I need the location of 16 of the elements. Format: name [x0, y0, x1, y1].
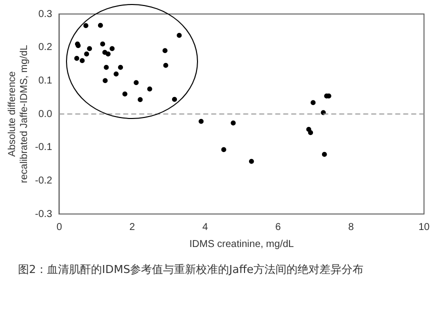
x-axis-title: IDMS creatinine, mg/dL [189, 238, 294, 250]
y-tick-label: 0.1 [38, 75, 53, 86]
x-tick-label: 8 [348, 222, 354, 233]
x-tick-label: 6 [275, 222, 282, 233]
y-tick-label: -0.2 [34, 175, 53, 186]
y-tick-label: 0.2 [38, 42, 53, 54]
y-tick-label: 0.3 [38, 8, 53, 20]
x-tick-label: 2 [129, 222, 136, 233]
y-tick-label: -0.3 [34, 208, 53, 220]
x-tick-label: 4 [202, 222, 208, 233]
y-axis-title: Absolute difference recalibrated Jaffe-IDMS, mg/dL [6, 44, 30, 184]
x-tick-label: 0 [56, 222, 62, 233]
x-tick-label: 10 [418, 222, 430, 233]
y-tick-label: -0.1 [34, 142, 53, 154]
caption: 图2：血清肌酐的IDMS参考值与重新校准的Jaffe方法间的绝对差异分布 [17, 262, 365, 278]
y-tick-label: 0.0 [38, 108, 53, 120]
